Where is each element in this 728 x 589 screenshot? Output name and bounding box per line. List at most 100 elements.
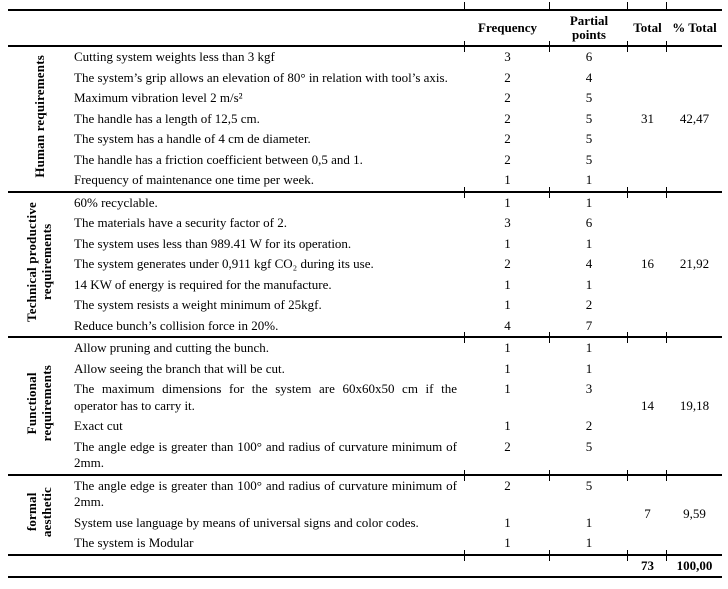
col-header-pct-total: % Total — [666, 1, 722, 46]
requirement-text: The system’s grip allows an elevation of… — [74, 69, 448, 85]
requirement-text: Reduce bunch’s collision force in 20%. — [74, 317, 279, 333]
table-row: System use language by means of universa… — [8, 513, 722, 534]
table-row: formal aesthetic The angle edge is greate… — [8, 468, 722, 537]
requirement-text: The angle edge is greater than 100° and … — [74, 477, 457, 510]
frequency-value: 2 — [504, 131, 511, 146]
table-row: The system is Modular 1 1 — [8, 533, 722, 555]
grand-pct-value: 100,00 — [666, 548, 722, 578]
frequency-value: 1 — [504, 514, 511, 530]
requirements-section: Technical productive requirements 60% rec… — [8, 185, 722, 338]
partial-points-value: 1 — [585, 235, 593, 251]
partial-points-value: 2 — [585, 297, 593, 312]
partial-points-value: 6 — [585, 215, 593, 230]
header-row: Frequency Partial points Total % Total — [8, 1, 722, 46]
partial-points-value: 7 — [585, 317, 593, 333]
requirements-table: Frequency Partial points Total % Total H… — [8, 1, 722, 578]
table-row: Functional requirements Allow pruning and… — [8, 331, 722, 442]
requirement-text: Cutting system weights less than 3 kgf — [74, 49, 275, 64]
table-row: Frequency of maintenance one time per we… — [8, 170, 722, 192]
partial-points-value: 1 — [585, 276, 593, 292]
partial-points-value: 1 — [585, 360, 593, 376]
frequency-value: 2 — [504, 151, 511, 167]
requirement-text: Allow pruning and cutting the bunch. — [74, 340, 269, 355]
frequency-value: 2 — [504, 256, 511, 271]
grand-total-value: 73 — [627, 548, 667, 578]
table-row: The handle has a length of 12,5 cm. 2 5 — [8, 109, 722, 130]
partial-points-value: 1 — [549, 331, 628, 359]
frequency-value: 1 — [504, 276, 511, 292]
partial-points-value: 2 — [585, 418, 593, 433]
table-row: Technical productive requirements 60% rec… — [8, 185, 722, 322]
section-label: Technical productive requirements — [24, 202, 54, 322]
table-row: Reduce bunch’s collision force in 20%. 4 7 — [8, 316, 722, 338]
section-label-cell: Technical productive requirements — [8, 192, 70, 338]
partial-points-value: 5 — [585, 151, 593, 167]
empty-cell — [464, 548, 550, 578]
requirement-text: The materials have a security factor of … — [74, 215, 287, 230]
requirements-section: formal aesthetic The angle edge is greate… — [8, 468, 722, 555]
section-total-value: 16 — [627, 185, 667, 338]
frequency-value: 2 — [504, 69, 511, 85]
empty-cell — [549, 548, 628, 578]
section-total-value: 7 — [627, 468, 667, 555]
section-pct-value: 21,92 — [666, 185, 722, 338]
frequency-value: 2 — [504, 90, 511, 105]
col-header-total: Total — [627, 1, 667, 46]
empty-header-cell — [8, 10, 465, 46]
requirement-text: The system is Modular — [74, 535, 194, 550]
table-row: Allow seeing the branch that will be cut… — [8, 359, 722, 380]
frequency-value: 1 — [504, 381, 511, 396]
table-row: The system has a handle of 4 cm de diame… — [8, 129, 722, 150]
partial-points-value: 4 — [585, 69, 593, 85]
table-row: Human requirements Cutting system weights… — [8, 40, 722, 178]
section-total-value: 14 — [627, 331, 667, 475]
requirement-text: Maximum vibration level 2 m/s² — [74, 90, 243, 105]
frequency-value: 1 — [464, 185, 550, 214]
table-row: Maximum vibration level 2 m/s² 2 5 — [8, 88, 722, 109]
section-label: Human requirements — [31, 55, 47, 178]
requirement-text: The system resists a weight minimum of 2… — [74, 297, 322, 312]
requirement-text: The handle has a friction coefficient be… — [74, 151, 363, 167]
frequency-value: 1 — [504, 535, 511, 550]
table-row: Exact cut 1 2 — [8, 416, 722, 437]
requirement-text: The system uses less than 989.41 W for i… — [74, 235, 352, 251]
section-label: Functional requirements — [24, 365, 54, 442]
table-row: The system resists a weight minimum of 2… — [8, 295, 722, 316]
frequency-value: 1 — [464, 331, 550, 359]
table-row: The maximum dimensions for the system ar… — [8, 379, 722, 416]
partial-points-value: 4 — [585, 256, 593, 271]
table-header: Frequency Partial points Total % Total — [8, 1, 722, 46]
requirement-text: The angle edge is greater than 100° and … — [74, 438, 457, 471]
requirement-text: The system generates under 0,911 kgf CO₂… — [74, 256, 374, 271]
table-row: The system generates under 0,911 kgf CO₂… — [8, 254, 722, 275]
empty-cell — [8, 555, 465, 578]
section-label-cell: Functional requirements — [8, 337, 70, 475]
partial-points-value: 1 — [549, 185, 628, 214]
frequency-value: 1 — [504, 418, 511, 433]
frequency-value: 2 — [504, 438, 511, 454]
requirement-text: 14 KW of energy is required for the manu… — [74, 276, 332, 292]
requirement-text: 60% recyclable. — [74, 194, 158, 210]
frequency-value: 3 — [504, 215, 511, 230]
frequency-value: 4 — [504, 317, 511, 333]
partial-points-value: 5 — [585, 131, 593, 146]
table-row: The system uses less than 989.41 W for i… — [8, 234, 722, 255]
section-label-cell: formal aesthetic — [8, 475, 70, 555]
requirement-text: The maximum dimensions for the system ar… — [74, 381, 457, 413]
frequency-value: 1 — [504, 297, 511, 312]
col-header-frequency: Frequency — [464, 1, 550, 46]
table-row: The handle has a friction coefficient be… — [8, 150, 722, 171]
table-row: The angle edge is greater than 100° and … — [8, 437, 722, 475]
partial-points-value: 1 — [585, 535, 593, 550]
grand-total-row: 73 100,00 — [8, 548, 722, 578]
table-row: The materials have a security factor of … — [8, 213, 722, 234]
partial-points-value: 1 — [585, 172, 593, 187]
requirement-text: Allow seeing the branch that will be cut… — [74, 360, 285, 376]
partial-points-value: 5 — [585, 90, 593, 105]
frequency-value: 1 — [504, 172, 511, 187]
requirement-text: Frequency of maintenance one time per we… — [74, 172, 315, 187]
section-label-cell: Human requirements — [8, 46, 70, 192]
requirements-section: Human requirements Cutting system weights… — [8, 40, 722, 192]
requirement-text: System use language by means of universa… — [74, 514, 419, 530]
